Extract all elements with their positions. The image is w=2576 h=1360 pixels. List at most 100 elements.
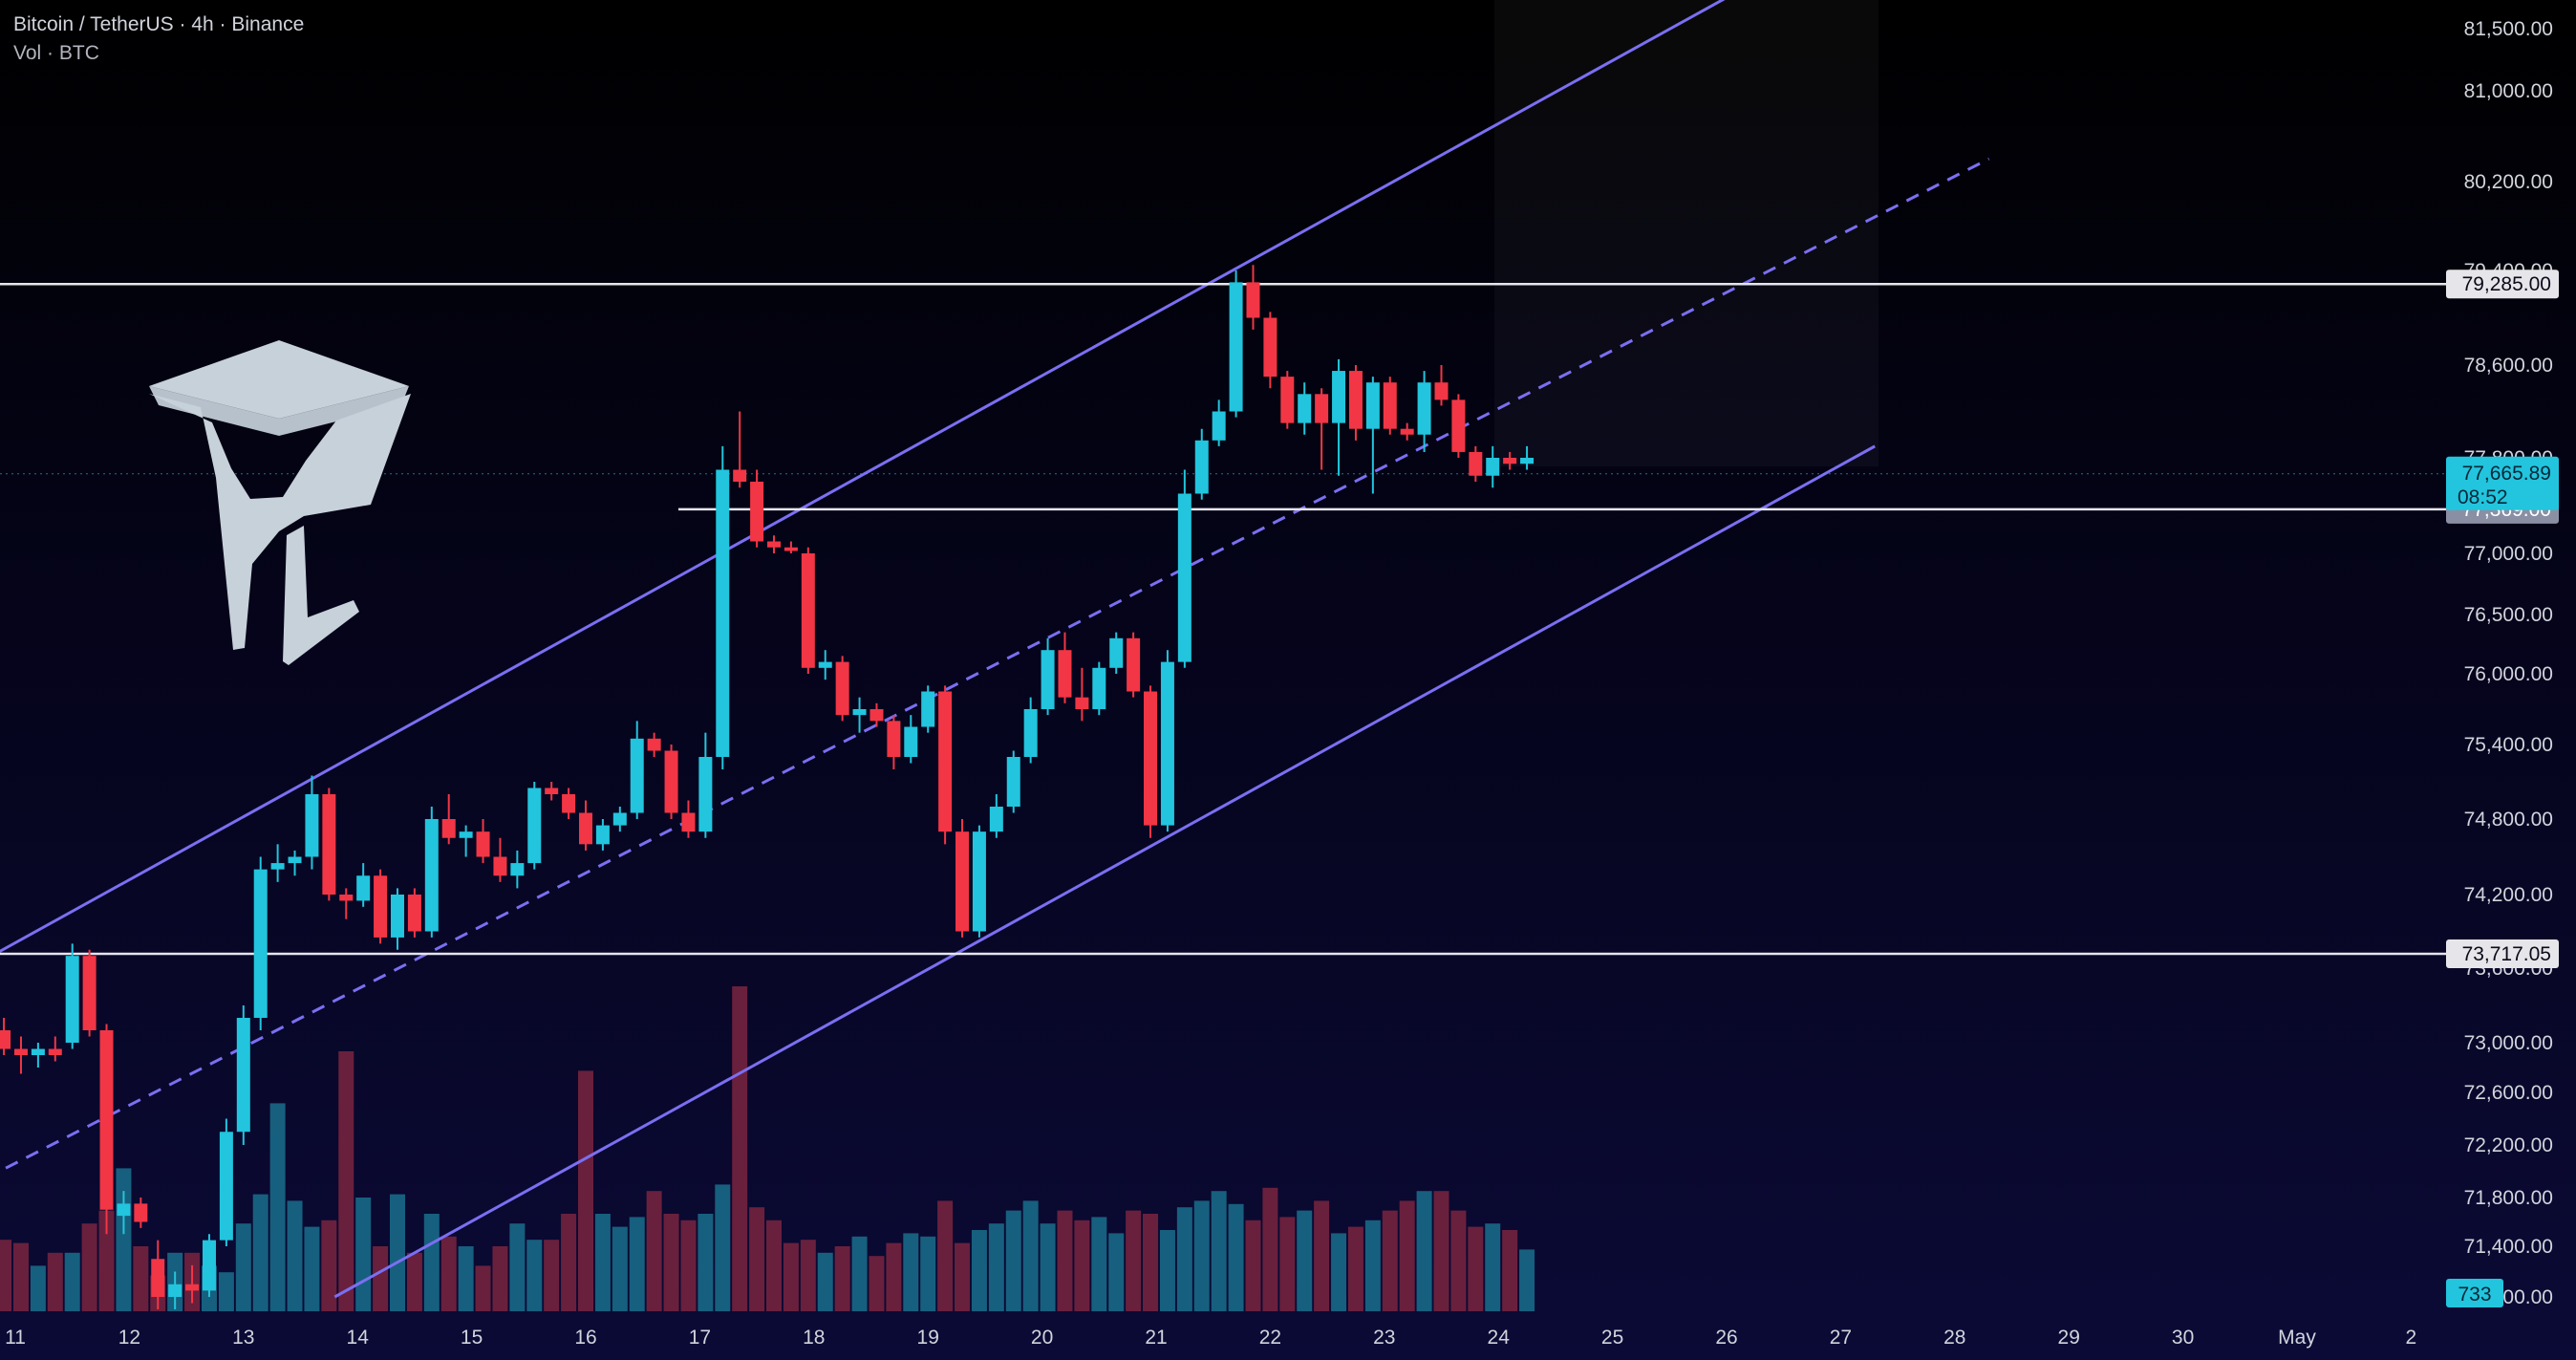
volume-bar	[475, 1265, 491, 1311]
price-axis[interactable]: 81,500.0081,000.0080,200.0079,400.0078,6…	[2464, 18, 2553, 1308]
volume-bar	[1399, 1200, 1415, 1311]
channel-middle-line[interactable]	[0, 157, 1990, 1210]
volume-bar	[1364, 1220, 1381, 1311]
volume-bar	[1485, 1223, 1501, 1311]
volume-bar	[304, 1226, 320, 1311]
volume-bar	[1091, 1217, 1107, 1311]
price-axis-label: 73,000.00	[2464, 1032, 2553, 1054]
volume-bar	[1297, 1210, 1313, 1311]
candle-body	[65, 956, 79, 1043]
volume-bar	[1519, 1249, 1535, 1311]
candle-body	[390, 895, 404, 938]
channel-lower-line[interactable]	[333, 444, 1876, 1299]
volume-bar	[1433, 1191, 1449, 1311]
volume-bar	[594, 1214, 611, 1311]
candle-body	[1315, 394, 1329, 423]
channel-upper-line[interactable]	[0, 0, 1727, 981]
candle-body	[767, 541, 782, 548]
time-axis-label: 16	[574, 1327, 596, 1349]
candle-body	[305, 794, 319, 857]
time-axis-label: 15	[461, 1327, 483, 1349]
candle-body	[1023, 709, 1038, 757]
volume-bar	[1176, 1207, 1192, 1311]
candle-body	[202, 1240, 216, 1291]
price-axis-label: 76,500.00	[2464, 604, 2553, 626]
volume-bar	[321, 1220, 337, 1311]
candle-body	[1109, 637, 1124, 668]
candle-body	[716, 469, 730, 757]
time-axis-label: 2	[2406, 1327, 2417, 1349]
candle-body	[82, 956, 97, 1030]
volume-bar	[47, 1252, 63, 1311]
time-axis-label: 22	[1259, 1327, 1281, 1349]
candle-body	[1383, 382, 1397, 429]
volume-bar	[663, 1214, 679, 1311]
candle-body	[545, 788, 559, 794]
candle-body	[1212, 411, 1226, 441]
candle-body	[185, 1284, 200, 1291]
price-axis-label: 72,200.00	[2464, 1134, 2553, 1156]
candle-body	[219, 1132, 233, 1241]
price-axis-label: 80,200.00	[2464, 171, 2553, 193]
level-price-tag: 79,285.00	[2446, 270, 2559, 299]
candle-body	[459, 831, 473, 838]
ascending-channel[interactable]	[0, 0, 1990, 1299]
candle-body	[0, 1030, 11, 1049]
time-axis-label: 12	[118, 1327, 140, 1349]
price-axis-label: 75,400.00	[2464, 734, 2553, 756]
candle-body	[527, 788, 542, 864]
candle-body	[339, 895, 354, 901]
horizontal-levels[interactable]	[0, 282, 2446, 956]
price-axis-label: 77,000.00	[2464, 543, 2553, 565]
volume-bar	[12, 1242, 29, 1311]
volume-bar	[509, 1223, 526, 1311]
candle-body	[1400, 428, 1414, 435]
candle-body	[117, 1203, 131, 1217]
time-axis-label: 17	[689, 1327, 711, 1349]
candle-body	[887, 721, 901, 757]
time-axis-label: 13	[232, 1327, 254, 1349]
volume-bar	[218, 1272, 234, 1311]
candle-body	[407, 895, 421, 932]
price-axis-label: 81,000.00	[2464, 80, 2553, 102]
time-axis-label: 29	[2058, 1327, 2080, 1349]
price-axis-label: 71,800.00	[2464, 1187, 2553, 1209]
candle-body	[374, 875, 388, 938]
volume-bar	[133, 1246, 149, 1311]
candle-body	[1177, 493, 1191, 662]
volume-bar	[458, 1246, 474, 1311]
candle-body	[1144, 691, 1158, 826]
volume-legend: Vol · BTC	[13, 42, 99, 64]
price-axis-label: 78,600.00	[2464, 355, 2553, 377]
time-axis-label: 19	[917, 1327, 939, 1349]
volume-bar	[269, 1103, 286, 1311]
volume-bar	[252, 1194, 268, 1311]
volume-bar	[1245, 1220, 1261, 1311]
candle-body	[134, 1203, 148, 1222]
volume-bar	[1262, 1187, 1278, 1311]
volume-bar	[817, 1252, 833, 1311]
volume-bar	[629, 1217, 645, 1311]
time-axis-label: 20	[1031, 1327, 1053, 1349]
candle-body	[1058, 650, 1072, 698]
candle-body	[168, 1284, 182, 1297]
volume-bar	[612, 1226, 628, 1311]
time-axis[interactable]: 11 12 13 14 15 16 17 18 19 20 21 22 23 24 25 26 27 28 29 30…	[5, 1327, 2416, 1349]
volume-bar	[698, 1214, 714, 1311]
candle-body	[1486, 458, 1500, 476]
volume-bar	[1450, 1210, 1467, 1311]
candle-body	[151, 1259, 165, 1297]
volume-bar	[1126, 1210, 1142, 1311]
candle-body	[989, 807, 1003, 832]
volume-bar	[1416, 1191, 1432, 1311]
volume-bar	[98, 1210, 115, 1311]
volume-bar	[1331, 1233, 1347, 1311]
time-axis-label: 21	[1145, 1327, 1167, 1349]
price-tags: 79,285.0077,369.0073,717.0577,665.8908:5…	[2446, 270, 2559, 1307]
volume-bar	[1005, 1210, 1021, 1311]
candle-body	[1417, 382, 1431, 435]
volume-bar	[526, 1240, 543, 1311]
volume-bar	[1502, 1230, 1518, 1311]
candle-body	[1332, 371, 1346, 423]
